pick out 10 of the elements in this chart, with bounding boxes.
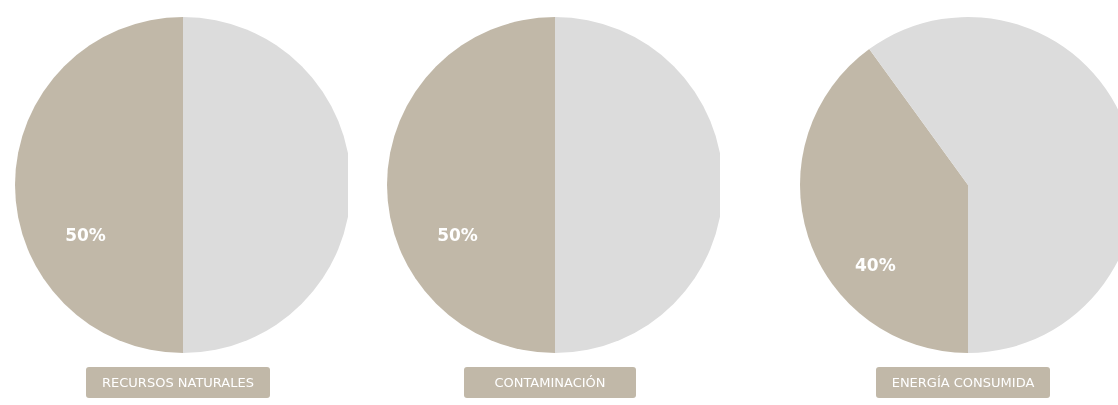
text: RECURSOS NATURALES (86, 367, 270, 398)
pie-slice (387, 17, 555, 353)
data-label: 40% (854, 255, 896, 276)
pie-slice (15, 17, 183, 353)
text: ENERGÍA CONSUMIDA (875, 367, 1051, 398)
text: CONTAMINACIÓN (464, 367, 636, 398)
pie-slice (183, 17, 348, 353)
pie-slice (555, 17, 720, 353)
data-label: 50% (437, 225, 478, 245)
data-label: 50% (65, 225, 106, 245)
